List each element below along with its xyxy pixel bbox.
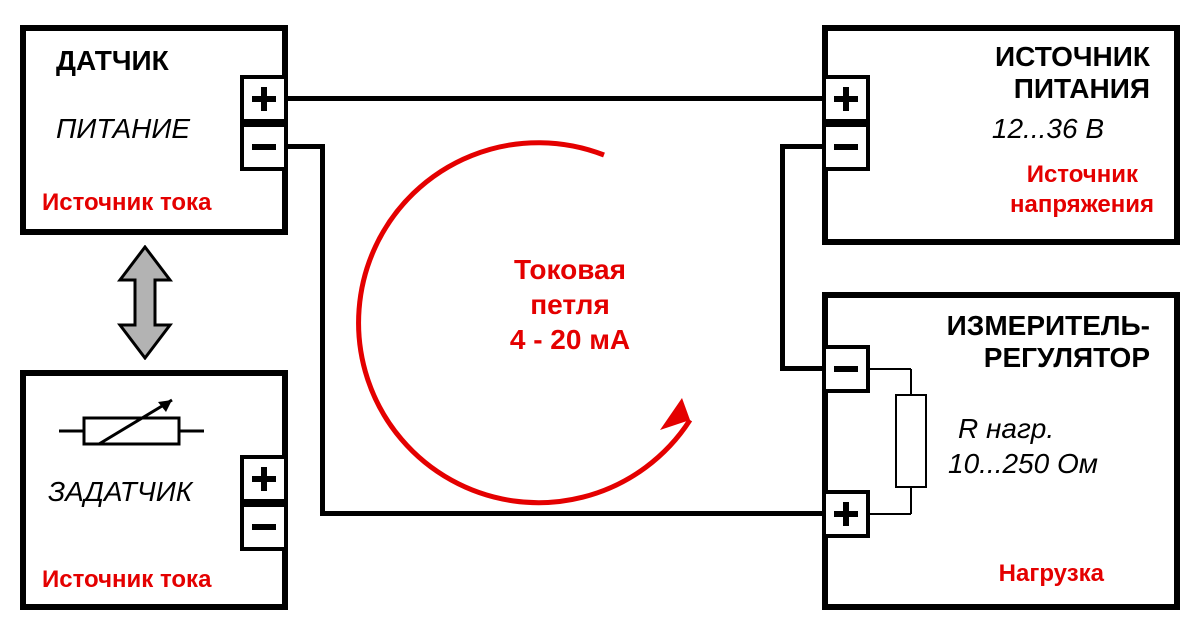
center-line1: Токовая (514, 254, 626, 285)
center-label: Токовая петля 4 - 20 мА (470, 252, 670, 357)
center-line2: петля (530, 289, 610, 320)
center-line3: 4 - 20 мА (510, 324, 630, 355)
